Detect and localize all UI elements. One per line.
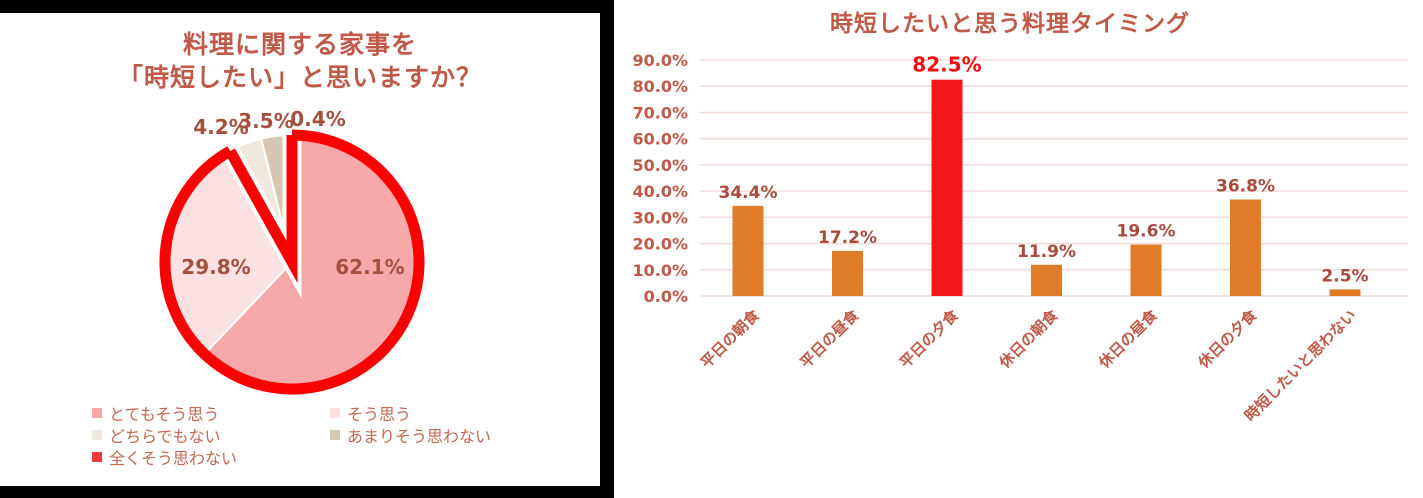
pie-label-mattaku: 0.4% xyxy=(290,107,346,131)
legend-swatch-icon xyxy=(330,408,340,418)
legend-label: そう思う xyxy=(347,405,412,424)
y-tick-label-30: 30.0% xyxy=(632,208,688,227)
pie-chart-panel: 料理に関する家事を 「時短したい」と思いますか？ 62.1% 29.8% 4.2… xyxy=(0,0,614,498)
pie-label-dochira: 4.2% xyxy=(193,115,249,139)
pie-label-souomou: 29.8% xyxy=(181,255,251,279)
bar-1 xyxy=(832,250,863,296)
x-axis-label-5: 休日の夕食 xyxy=(1194,305,1261,372)
pie-legend: とてもそう思う どちらでもない 全くそう思わない そう思うあまりそう思わない xyxy=(92,402,491,468)
bar-value-label-6: 2.5% xyxy=(1321,266,1368,286)
bar-5 xyxy=(1230,199,1261,296)
legend-swatch-icon xyxy=(92,408,102,418)
legend-label: とてもそう思う xyxy=(109,405,220,424)
pie-title-line1: 料理に関する家事を xyxy=(182,30,417,59)
legend-item-2: どちらでもない xyxy=(92,424,330,446)
bar-value-label-2: 82.5% xyxy=(912,53,981,77)
legend-item-0: とてもそう思う xyxy=(92,402,330,424)
bar-chart-panel: 時短したいと思う料理タイミング 0.0% 10.0% 20.0% 30.0% 40.0%… xyxy=(620,0,1423,498)
y-tick-label-10: 10.0% xyxy=(632,261,688,280)
bar-value-label-3: 11.9% xyxy=(1017,242,1076,262)
legend-swatch-icon xyxy=(92,430,102,440)
bar-2 xyxy=(931,79,963,296)
y-tick-label-60: 60.0% xyxy=(632,130,688,149)
bar-0 xyxy=(732,205,764,296)
pie-label-totemo: 62.1% xyxy=(335,255,405,279)
legend-item-1: そう思う xyxy=(330,402,491,424)
x-axis-label-6: 時短したいと思わない xyxy=(1241,306,1360,425)
pie-highlight-arc xyxy=(159,129,425,395)
pie-chart xyxy=(159,129,425,395)
bar-chart-title: 時短したいと思う料理タイミング xyxy=(830,11,1190,37)
pie-title-line2: 「時短したい」と思いますか？ xyxy=(117,63,482,92)
bar-value-label-4: 19.6% xyxy=(1117,222,1176,242)
pie-highlight-edges xyxy=(225,135,298,284)
bar-value-label-1: 17.2% xyxy=(818,228,877,248)
y-tick-label-50: 50.0% xyxy=(632,156,688,175)
legend-label: 全くそう思わない xyxy=(109,449,238,468)
x-axis-label-4: 休日の昼食 xyxy=(1094,305,1161,372)
bar-value-label-0: 34.4% xyxy=(719,183,778,203)
bar-3 xyxy=(1031,264,1062,296)
x-axis-label-2: 平日の夕食 xyxy=(896,305,962,371)
y-tick-label-70: 70.0% xyxy=(632,104,688,123)
bar-6 xyxy=(1329,289,1361,296)
bar-value-label-5: 36.8% xyxy=(1216,177,1275,197)
x-axis-label-3: 休日の朝食 xyxy=(995,305,1062,372)
frame-border-bottom xyxy=(0,486,614,498)
frame-border-top xyxy=(0,0,614,13)
y-tick-label-40: 40.0% xyxy=(632,182,688,201)
y-tick-label-80: 80.0% xyxy=(632,77,688,96)
y-tick-label-0: 0.0% xyxy=(644,287,688,306)
y-tick-label-20: 20.0% xyxy=(632,235,688,254)
x-axis-label-0: 平日の朝食 xyxy=(697,305,763,371)
y-tick-label-90: 90.0% xyxy=(632,51,688,70)
legend-item-4: 全くそう思わない xyxy=(92,446,330,468)
legend-swatch-icon xyxy=(92,452,102,462)
legend-item-3: あまりそう思わない xyxy=(330,424,491,446)
legend-label: あまりそう思わない xyxy=(347,427,492,446)
legend-label: どちらでもない xyxy=(109,427,221,446)
pie-chart-title: 料理に関する家事を 「時短したい」と思いますか？ xyxy=(0,28,600,94)
bar-4 xyxy=(1130,244,1162,296)
frame-border-right xyxy=(600,0,614,498)
legend-swatch-icon xyxy=(330,430,340,440)
pie-label-amari: 3.5% xyxy=(238,109,294,133)
bar-chart: 0.0% 10.0% 20.0% 30.0% 40.0% 50.0% 60.0% 70.0% 8… xyxy=(632,51,1408,425)
x-axis-label-1: 平日の昼食 xyxy=(797,305,863,371)
